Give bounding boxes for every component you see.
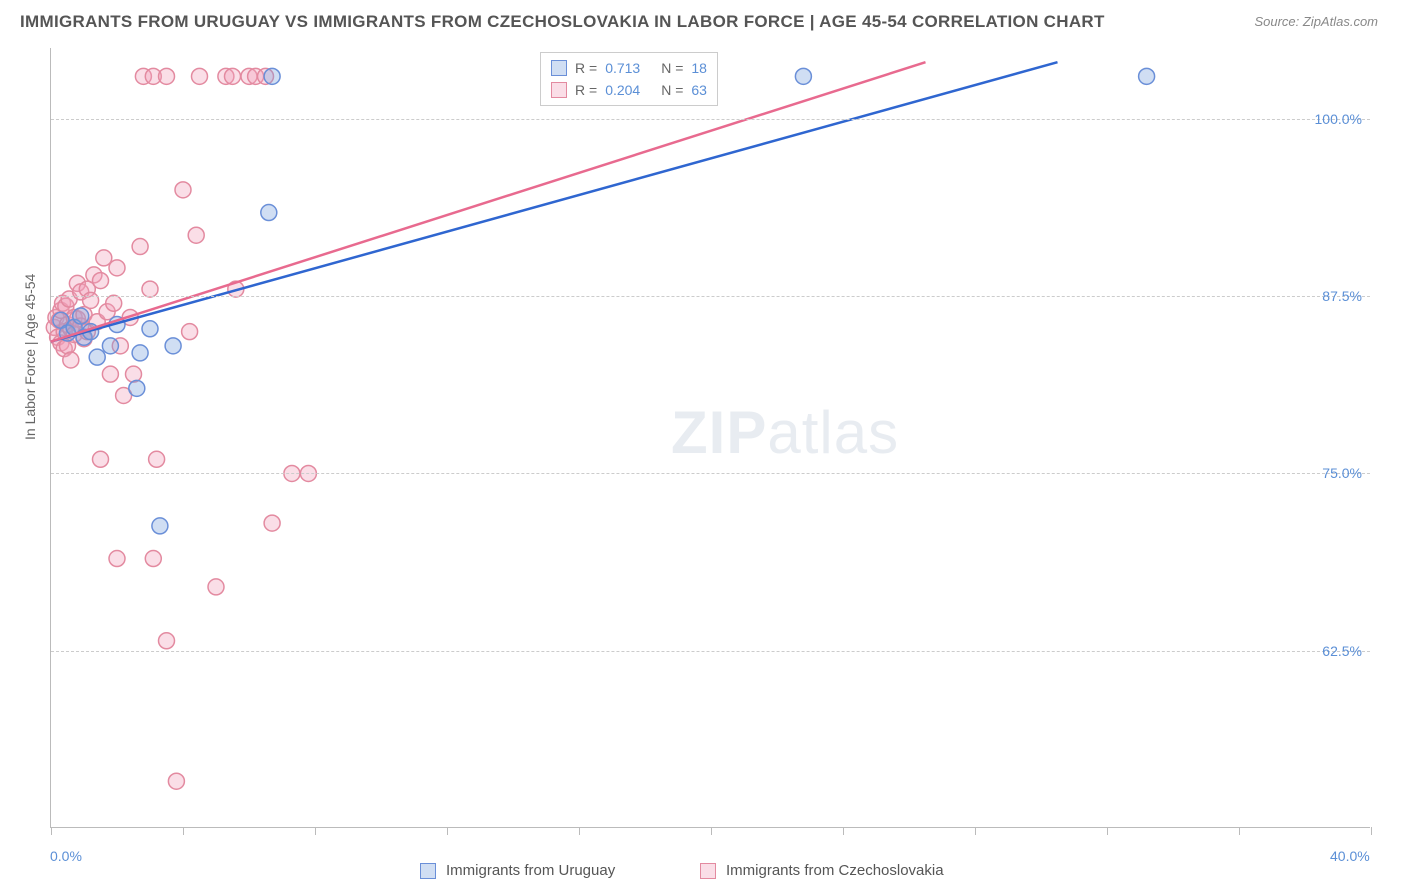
scatter-point-b <box>132 239 148 255</box>
x-tick-label: 0.0% <box>50 848 82 864</box>
legend-series-a: Immigrants from Uruguay <box>420 862 615 879</box>
scatter-point-b <box>188 227 204 243</box>
swatch-a-icon <box>420 863 436 879</box>
gridline <box>51 119 1370 120</box>
scatter-point-b <box>93 451 109 467</box>
x-tick <box>183 827 184 835</box>
y-tick-label: 75.0% <box>1322 465 1362 481</box>
r-label: R = <box>575 82 597 98</box>
scatter-point-b <box>93 273 109 289</box>
scatter-point-b <box>142 281 158 297</box>
scatter-point-b <box>106 295 122 311</box>
scatter-point-a <box>1139 68 1155 84</box>
x-tick <box>975 827 976 835</box>
scatter-point-b <box>159 68 175 84</box>
scatter-point-b <box>126 366 142 382</box>
scatter-point-b <box>225 68 241 84</box>
n-label: N = <box>661 60 683 76</box>
legend-series-b: Immigrants from Czechoslovakia <box>700 862 944 879</box>
n-label: N = <box>661 82 683 98</box>
gridline <box>51 651 1370 652</box>
x-tick <box>51 827 52 835</box>
x-tick <box>1371 827 1372 835</box>
scatter-point-b <box>208 579 224 595</box>
gridline <box>51 296 1370 297</box>
scatter-point-a <box>261 205 277 221</box>
series-b-name: Immigrants from Czechoslovakia <box>726 862 944 879</box>
scatter-point-b <box>149 451 165 467</box>
n-value-b: 63 <box>691 82 707 98</box>
scatter-point-a <box>264 68 280 84</box>
scatter-point-b <box>109 260 125 276</box>
y-tick-label: 62.5% <box>1322 643 1362 659</box>
n-value-a: 18 <box>691 60 707 76</box>
r-value-b: 0.204 <box>605 82 653 98</box>
scatter-point-a <box>142 321 158 337</box>
scatter-point-b <box>168 773 184 789</box>
x-tick <box>1107 827 1108 835</box>
swatch-b-icon <box>551 82 567 98</box>
scatter-point-b <box>159 633 175 649</box>
y-tick-label: 100.0% <box>1315 111 1362 127</box>
swatch-b-icon <box>700 863 716 879</box>
scatter-point-a <box>165 338 181 354</box>
x-tick <box>315 827 316 835</box>
scatter-point-a <box>795 68 811 84</box>
swatch-a-icon <box>551 60 567 76</box>
x-tick <box>843 827 844 835</box>
chart-svg <box>51 48 1370 827</box>
y-tick-label: 87.5% <box>1322 288 1362 304</box>
chart-title: IMMIGRANTS FROM URUGUAY VS IMMIGRANTS FR… <box>20 12 1105 32</box>
x-tick-label: 40.0% <box>1330 848 1370 864</box>
scatter-point-b <box>264 515 280 531</box>
x-tick <box>579 827 580 835</box>
trend-line-b <box>51 62 926 341</box>
legend-correlation: R = 0.713 N = 18 R = 0.204 N = 63 <box>540 52 718 106</box>
scatter-point-b <box>175 182 191 198</box>
series-a-name: Immigrants from Uruguay <box>446 862 615 879</box>
plot-area: ZIPatlas 62.5%75.0%87.5%100.0% <box>50 48 1370 828</box>
x-tick <box>1239 827 1240 835</box>
scatter-point-a <box>89 349 105 365</box>
scatter-point-b <box>102 366 118 382</box>
scatter-point-b <box>109 551 125 567</box>
x-tick <box>711 827 712 835</box>
scatter-point-a <box>132 345 148 361</box>
scatter-point-a <box>73 308 89 324</box>
scatter-point-a <box>152 518 168 534</box>
r-value-a: 0.713 <box>605 60 653 76</box>
scatter-point-b <box>63 352 79 368</box>
scatter-point-a <box>102 338 118 354</box>
source-label: Source: ZipAtlas.com <box>1254 14 1378 29</box>
legend-row-a: R = 0.713 N = 18 <box>551 57 707 79</box>
scatter-point-b <box>83 292 99 308</box>
scatter-point-b <box>182 324 198 340</box>
legend-row-b: R = 0.204 N = 63 <box>551 79 707 101</box>
gridline <box>51 473 1370 474</box>
r-label: R = <box>575 60 597 76</box>
scatter-point-b <box>192 68 208 84</box>
scatter-point-a <box>129 380 145 396</box>
y-axis-label: In Labor Force | Age 45-54 <box>22 274 38 440</box>
x-tick <box>447 827 448 835</box>
scatter-point-b <box>145 551 161 567</box>
